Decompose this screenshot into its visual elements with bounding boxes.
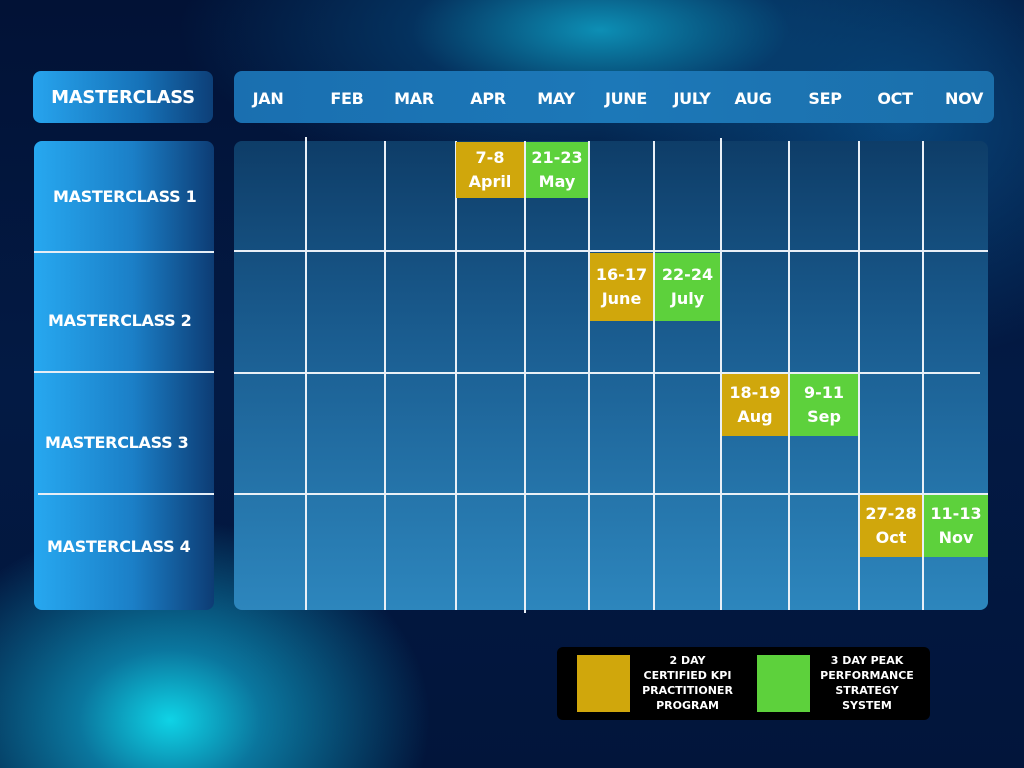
legend-label-kpi: 2 DAY CERTIFIED KPI PRACTITIONER PROGRAM — [642, 654, 733, 712]
month-may: MAY — [537, 89, 575, 108]
row-divider — [38, 493, 214, 495]
event-month: Sep — [807, 407, 841, 426]
grid-column-line — [788, 141, 790, 610]
grid-row-line — [234, 372, 980, 374]
row-label-column: MASTERCLASS 1 MASTERCLASS 2 MASTERCLASS … — [34, 141, 214, 610]
row-divider — [34, 371, 214, 373]
grid-column-line — [922, 141, 924, 610]
event-dates: 22-24 — [661, 265, 714, 284]
month-apr: APR — [470, 89, 506, 108]
row-label-masterclass-3: MASTERCLASS 3 — [45, 433, 189, 452]
event-dates: 27-28 — [865, 504, 917, 523]
month-header-bar: JAN FEB MAR APR MAY JUNE JULY AUG SEP OC… — [234, 71, 994, 123]
grid-column-line — [455, 141, 457, 610]
event-dates: 18-19 — [729, 383, 781, 402]
event-month: Oct — [875, 528, 907, 547]
grid-row-line — [234, 493, 988, 495]
schedule-grid: 7-8 April 21-23 May 16-17 June 22-24 Jul… — [234, 137, 988, 613]
row-label-masterclass-4: MASTERCLASS 4 — [47, 537, 191, 556]
event-dates: 9-11 — [803, 383, 845, 402]
month-jan: JAN — [252, 89, 284, 108]
month-aug: AUG — [734, 89, 772, 108]
header-title: MASTERCLASS — [51, 86, 195, 108]
grid-row-line — [234, 250, 988, 252]
month-june: JUNE — [604, 89, 648, 108]
row-label-masterclass-2: MASTERCLASS 2 — [48, 311, 192, 330]
grid-column-line — [524, 141, 526, 613]
legend: 2 DAY CERTIFIED KPI PRACTITIONER PROGRAM… — [557, 647, 930, 720]
grid-column-line — [384, 141, 386, 610]
event-peak-masterclass-2: 22-24 July — [655, 253, 720, 321]
masterclass-header: MASTERCLASS — [33, 71, 213, 123]
month-oct: OCT — [877, 89, 913, 108]
month-mar: MAR — [394, 89, 434, 108]
event-kpi-masterclass-3: 18-19 Aug — [722, 374, 788, 436]
row-label-masterclass-1: MASTERCLASS 1 — [53, 187, 197, 206]
event-dates: 16-17 — [595, 265, 648, 284]
legend-swatch-peak — [757, 655, 810, 712]
legend-swatch-kpi — [577, 655, 630, 712]
event-month: Nov — [938, 528, 974, 547]
event-kpi-masterclass-1: 7-8 April — [456, 142, 524, 198]
event-peak-masterclass-1: 21-23 May — [526, 142, 588, 198]
row-divider — [34, 251, 214, 253]
event-peak-masterclass-4: 11-13 Nov — [924, 495, 988, 557]
month-sep: SEP — [808, 89, 842, 108]
event-peak-masterclass-3: 9-11 Sep — [790, 374, 858, 436]
event-dates: 7-8 — [475, 148, 505, 167]
month-nov: NOV — [944, 89, 984, 108]
event-month: April — [468, 172, 512, 191]
event-kpi-masterclass-2: 16-17 June — [590, 253, 653, 321]
grid-column-line — [720, 138, 722, 610]
event-dates: 11-13 — [930, 504, 982, 523]
legend-label-peak: 3 DAY PEAK PERFORMANCE STRATEGY SYSTEM — [820, 654, 914, 712]
event-dates: 21-23 — [531, 148, 583, 167]
event-month: June — [601, 289, 642, 308]
event-kpi-masterclass-4: 27-28 Oct — [860, 495, 922, 557]
month-july: JULY — [673, 89, 711, 108]
event-month: May — [538, 172, 576, 191]
event-month: Aug — [737, 407, 773, 426]
event-month: July — [670, 289, 705, 308]
grid-column-line — [858, 141, 860, 610]
month-feb: FEB — [330, 89, 364, 108]
grid-column-line — [653, 141, 655, 610]
grid-column-line — [588, 141, 590, 610]
